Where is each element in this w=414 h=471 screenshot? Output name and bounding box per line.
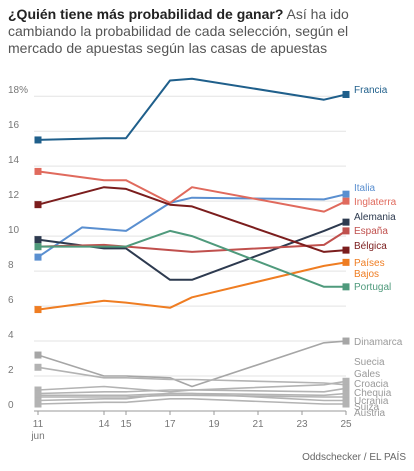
series-line-croacia [37,387,347,395]
series-label-portugal: Portugal [354,282,391,293]
series-marker [34,167,42,175]
series-marker [342,90,350,98]
series-marker [34,243,42,251]
series-label-line: España [354,226,388,237]
series-label-line: Bajos [354,269,379,280]
series-line-gales [37,380,347,393]
series-marker [34,253,42,261]
x-tick-label: 21 [252,419,264,430]
series-marker [342,400,350,408]
series-marker [342,190,350,198]
series-line-dinamarca [37,340,347,388]
series-label-line: Ucrania [354,396,389,407]
y-tick-label: 4 [8,330,14,341]
y-tick-label: 2 [8,365,14,376]
series-marker [342,227,350,235]
x-tick-label: 15 [120,419,132,430]
series-label-line: Inglaterra [354,197,397,208]
series-label-chequia: Chequia [354,388,392,399]
series-line-bélgica [37,186,347,253]
y-tick-label: 14 [8,155,20,166]
series-marker [34,136,42,144]
chart-subtitle: Así ha ido cambiando la probabilidad de … [8,6,349,56]
series-label-ucrania: Ucrania [354,396,389,407]
series-label-line: Francia [354,85,388,96]
series-label-line: Austria [354,408,386,419]
series-marker [342,337,350,345]
series-line-suiza [37,392,346,402]
series-marker [34,236,42,244]
y-tick-label: 6 [8,295,14,306]
series-line-italia [37,193,347,258]
series-label-line: Dinamarca [354,337,403,348]
series-line-españa [37,230,347,253]
series-line-países-bajos [37,261,347,311]
series-marker [34,400,42,408]
series-marker [342,283,350,291]
series-label-dinamarca: Dinamarca [354,337,403,348]
y-tick-label: 18% [8,85,28,96]
x-tick-label: 23 [296,419,308,430]
series-label-line: Alemania [354,212,396,223]
series-label-line: Gales [354,369,380,380]
chart-header: ¿Quién tiene más probabilidad de ganar? … [8,6,406,57]
y-tick-label: 12 [8,190,20,201]
series-marker [342,218,350,226]
y-tick-label: 16 [8,120,20,131]
series-label-francia: Francia [354,85,388,96]
series-marker [342,258,350,266]
x-tick-label: 11 [33,419,44,430]
chart-title: ¿Quién tiene más probabilidad de ganar? [8,6,284,22]
series-marker [34,201,42,209]
series-marker [342,377,350,385]
series-label-alemania: Alemania [354,212,396,223]
series-label-croacia: Croacia [354,379,389,390]
series-label-países-bajos: Países Bajos [354,258,385,280]
series-label-austria: Austria [354,408,386,419]
series-label-suiza: Suiza [354,402,379,413]
series-line-austria [37,397,346,405]
series-label-españa: España [354,226,388,237]
series-label-line: Italia [354,183,376,194]
series-line-francia [37,77,347,141]
series-line-alemania [37,221,347,281]
series-marker [34,363,42,371]
series-line-ucrania [38,394,346,398]
series-label-italia: Italia [354,183,376,194]
x-tick-label: 14 [98,419,110,430]
series-label-inglaterra: Inglaterra [354,197,397,208]
x-tick-sublabel: jun [30,431,44,442]
series-label-line: Suecia [354,357,385,368]
series-marker [342,246,350,254]
y-tick-label: 10 [8,225,20,236]
series-marker [34,306,42,314]
series-marker [342,384,350,392]
series-marker [342,197,350,205]
series-label-line: Chequia [354,388,392,399]
series-line-inglaterra [37,170,347,213]
y-tick-label: 0 [8,400,14,411]
series-label-line: Países [354,258,385,269]
series-label-line: Croacia [354,379,389,390]
series-line-suecia [37,366,347,386]
series-label-gales: Gales [354,369,380,380]
series-label-line: Suiza [354,402,379,413]
series-label-suecia: Suecia [354,357,385,368]
source-credit: Oddschecker / EL PAÍS [302,452,406,463]
series-label-line: Portugal [354,282,391,293]
series-line-portugal [38,229,346,288]
series-label-line: Bélgica [354,241,387,252]
y-tick-label: 8 [8,260,14,271]
series-label-bélgica: Bélgica [354,241,387,252]
series-marker [34,351,42,359]
x-tick-label: 25 [340,419,352,430]
x-tick-label: 19 [208,419,220,430]
x-tick-label: 17 [164,419,176,430]
